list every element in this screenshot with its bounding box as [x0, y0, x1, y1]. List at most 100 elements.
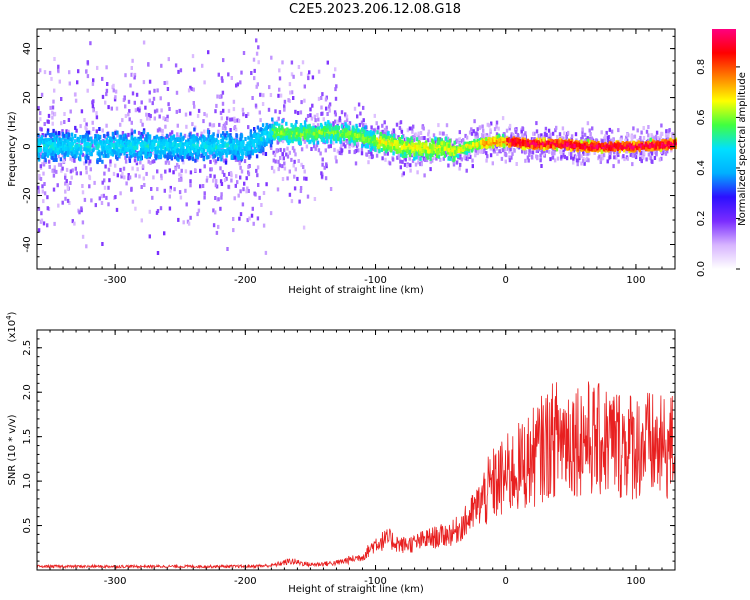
heatmap-cell [255, 38, 258, 43]
heatmap-cell [75, 144, 78, 149]
heatmap-cell [209, 154, 212, 159]
heatmap-cell [418, 136, 422, 141]
heatmap-cell [516, 133, 519, 137]
heatmap-cell [370, 125, 373, 130]
heatmap-cell [208, 140, 211, 145]
heatmap-cell [164, 124, 167, 129]
heatmap-cell [124, 104, 127, 109]
heatmap-cell [435, 156, 438, 161]
heatmap-cell [312, 138, 315, 143]
heatmap-cell [48, 70, 52, 75]
heatmap-cell [95, 111, 98, 116]
heatmap-cell [229, 128, 232, 132]
heatmap-cell [601, 149, 604, 154]
heatmap-cell [85, 69, 88, 74]
heatmap-cell [105, 88, 109, 93]
heatmap-cell [300, 162, 303, 167]
heatmap-cell [220, 182, 224, 186]
heatmap-cell [164, 146, 168, 151]
heatmap-cell [71, 219, 74, 224]
heatmap-cell [391, 144, 395, 149]
heatmap-cell [253, 68, 256, 73]
heatmap-cell [572, 156, 575, 161]
heatmap-cell [409, 163, 412, 168]
heatmap-cell [407, 137, 410, 142]
heatmap-cell [188, 132, 191, 137]
heatmap-cell [37, 185, 40, 190]
heatmap-cell [353, 150, 356, 155]
heatmap-cell [406, 141, 410, 145]
heatmap-cell [214, 210, 217, 215]
heatmap-cell [234, 183, 237, 188]
heatmap-cell [70, 175, 73, 180]
heatmap-cell [219, 206, 222, 211]
heatmap-cell [128, 175, 132, 180]
heatmap-cell [224, 149, 227, 154]
heatmap-cell [366, 143, 369, 148]
heatmap-cell [61, 129, 64, 134]
heatmap-cell [611, 147, 614, 152]
heatmap-cell [538, 137, 542, 142]
heatmap-cell [74, 166, 77, 171]
heatmap-cell [172, 170, 175, 175]
heatmap-cell [73, 221, 76, 226]
heatmap-cell [98, 196, 101, 201]
heatmap-cell [470, 127, 473, 132]
heatmap-cell [562, 136, 565, 141]
heatmap-cell [153, 135, 156, 140]
heatmap-cell [202, 119, 205, 124]
heatmap-cell [56, 147, 59, 152]
heatmap-cell [220, 195, 223, 200]
heatmap-cell [226, 116, 229, 121]
heatmap-cell [278, 87, 281, 92]
heatmap-cell [46, 153, 50, 158]
heatmap-cell [207, 155, 210, 160]
heatmap-cell [283, 107, 286, 112]
heatmap-cell [37, 206, 41, 211]
heatmap-cell [267, 137, 270, 142]
heatmap-cell [81, 152, 84, 157]
heatmap-cell [300, 100, 303, 105]
heatmap-cell [471, 158, 474, 163]
heatmap-cell [173, 138, 176, 143]
heatmap-cell [255, 84, 258, 89]
heatmap-cell [311, 75, 315, 80]
heatmap-cell [177, 164, 180, 169]
heatmap-cell [570, 155, 573, 160]
heatmap-cell [601, 156, 605, 161]
heatmap-cell [124, 73, 127, 78]
heatmap-cell [102, 153, 105, 158]
heatmap-cell [642, 149, 645, 154]
heatmap-cell [189, 183, 192, 188]
heatmap-cell [425, 158, 429, 163]
heatmap-cell [202, 157, 206, 162]
heatmap-cell [89, 167, 92, 172]
heatmap-cell [408, 153, 412, 157]
heatmap-cell [309, 126, 312, 131]
heatmap-cell [334, 155, 337, 160]
heatmap-cell [207, 50, 210, 55]
heatmap-cell [625, 135, 628, 140]
heatmap-cell [299, 189, 303, 193]
heatmap-cell [346, 125, 349, 130]
heatmap-cell [185, 139, 188, 144]
heatmap-cell [237, 118, 241, 123]
heatmap-cell [468, 130, 472, 135]
heatmap-cell [340, 124, 344, 129]
heatmap-cell [49, 105, 52, 110]
heatmap-cell [339, 139, 342, 144]
heatmap-cell [256, 173, 259, 178]
heatmap-cell [373, 113, 376, 118]
heatmap-cell [46, 143, 49, 148]
heatmap-cell [327, 144, 330, 149]
heatmap-cell [120, 174, 123, 179]
heatmap-cell [270, 140, 274, 145]
heatmap-cell [131, 199, 135, 204]
heatmap-cell [109, 162, 112, 167]
heatmap-cell [41, 133, 44, 137]
heatmap-cell [45, 152, 48, 157]
heatmap-cell [153, 116, 156, 121]
heatmap-cell [321, 157, 324, 162]
heatmap-cell [560, 136, 564, 141]
heatmap-cell [513, 148, 516, 153]
